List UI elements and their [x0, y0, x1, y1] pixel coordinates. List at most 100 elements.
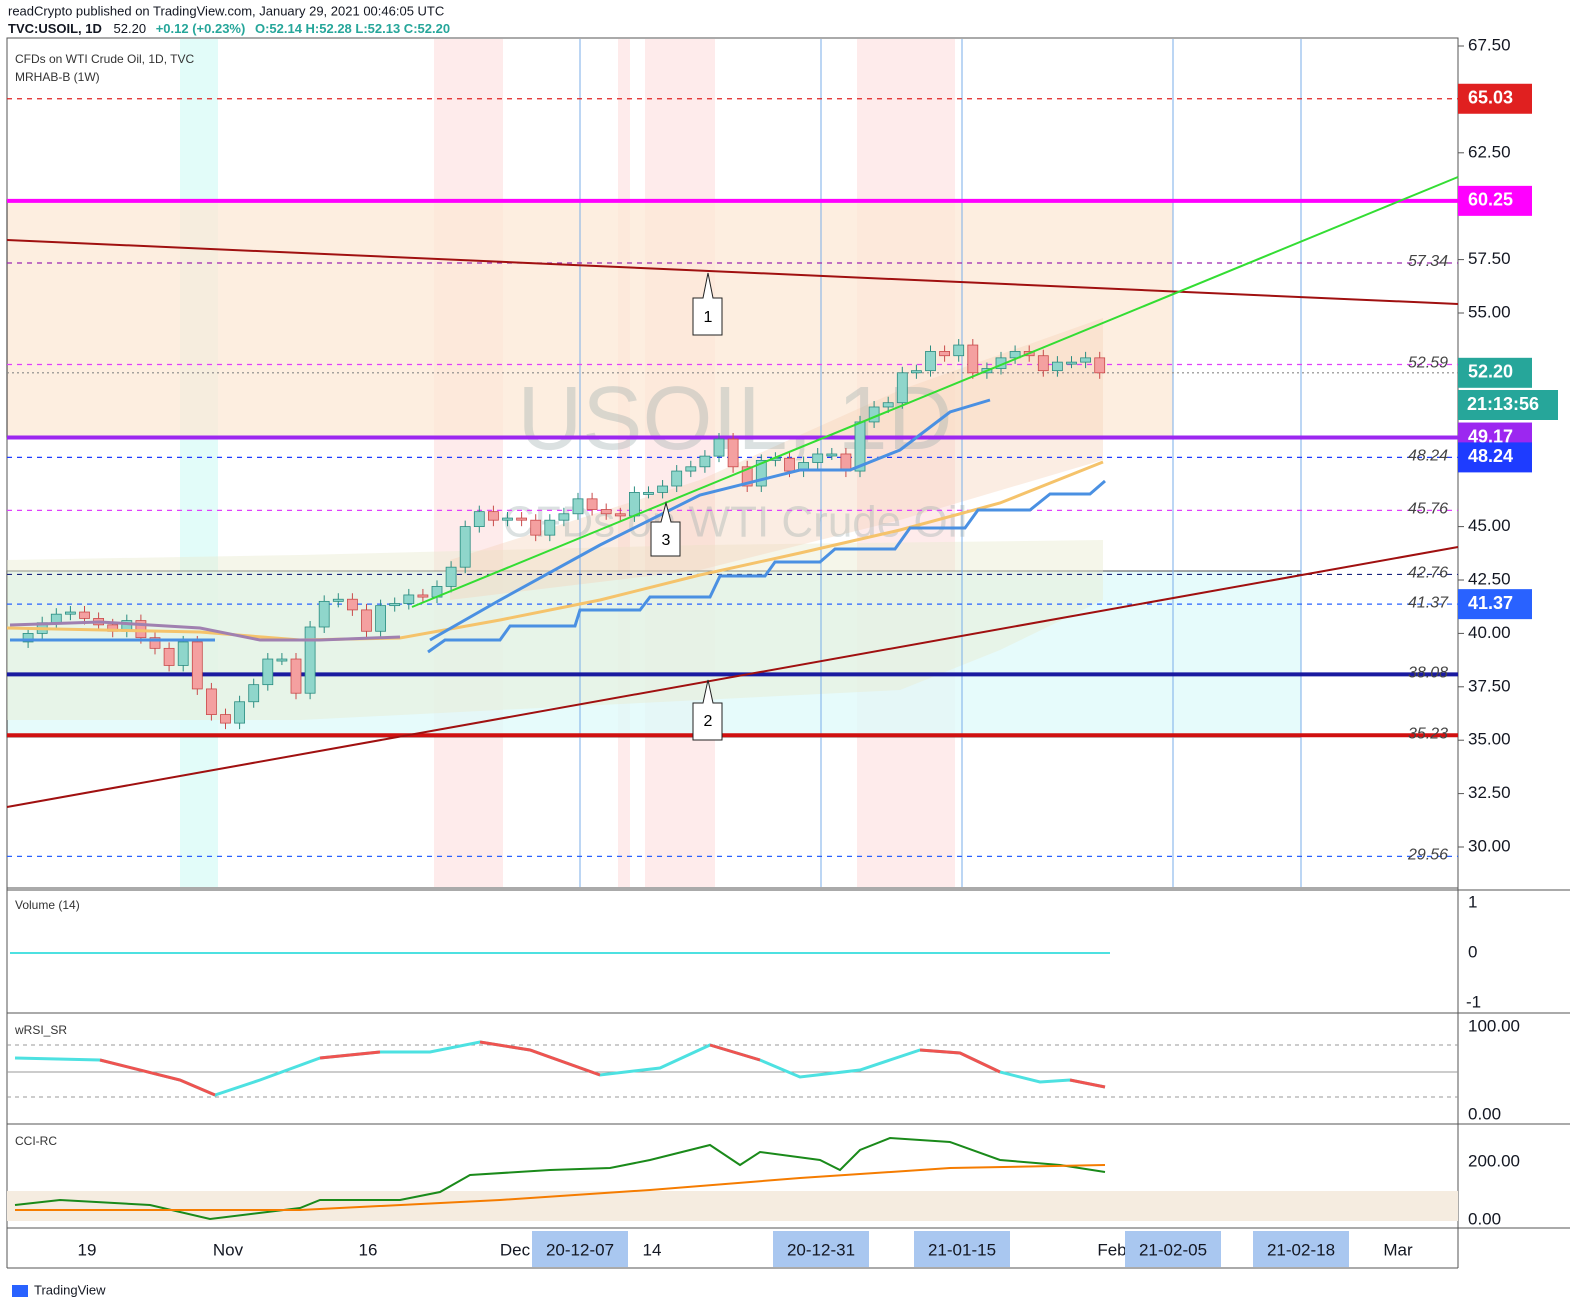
candle: [882, 402, 894, 408]
candle: [487, 511, 499, 521]
price-tag: [1458, 442, 1532, 473]
candle: [304, 626, 316, 694]
candle: [967, 344, 979, 374]
date-highlight: [532, 1231, 628, 1267]
candle: [502, 517, 513, 521]
candle: [600, 509, 612, 515]
trendline: [6, 546, 1459, 808]
candle: [290, 658, 302, 694]
trendline: [6, 239, 1459, 305]
candle: [1094, 357, 1106, 374]
price-tag: [1458, 589, 1532, 620]
candle: [516, 517, 527, 521]
candle: [925, 351, 936, 372]
level-label: 42.76: [1408, 565, 1448, 582]
candle: [727, 438, 739, 468]
level-label: 57.34: [1408, 253, 1448, 270]
candle: [671, 470, 683, 487]
range-box: [6, 199, 1174, 438]
tick-label: 62.50: [1468, 142, 1511, 161]
date-highlight: [914, 1231, 1010, 1267]
tick-label: 100.00: [1468, 1016, 1520, 1035]
candle: [473, 511, 485, 528]
candle: [699, 455, 711, 468]
tick-label: 32.50: [1468, 783, 1511, 802]
candle: [685, 466, 697, 472]
candle: [177, 641, 189, 666]
step-line: [10, 479, 1106, 654]
cci-band: [7, 1191, 1458, 1221]
candle: [1037, 355, 1049, 372]
tick-label: 0.00: [1468, 1209, 1501, 1228]
ohlc: O:52.14 H:52.28 L:52.13 C:52.20: [255, 21, 450, 36]
callout: [650, 501, 681, 557]
candle: [896, 372, 908, 404]
time-label: 16: [359, 1240, 378, 1259]
pane-title: CCI-RC: [15, 1134, 57, 1148]
description: CFDs on WTI Crude Oil, 1D, TVC: [15, 52, 194, 66]
date-label: 21-02-18: [1267, 1240, 1335, 1259]
candle: [629, 492, 640, 517]
change: +0.12 (+0.23%): [156, 21, 246, 36]
candle: [572, 498, 584, 515]
candle: [149, 637, 161, 649]
candle: [205, 688, 217, 715]
candle: [741, 466, 753, 487]
band: [434, 39, 503, 887]
price-tag-label: 41.37: [1468, 593, 1513, 613]
candle: [614, 513, 626, 517]
candle: [1052, 361, 1063, 372]
date-highlight: [1125, 1231, 1221, 1267]
candle: [403, 594, 415, 604]
candle: [826, 453, 838, 457]
candle: [1066, 361, 1077, 365]
price-tag-label: 48.24: [1468, 446, 1513, 466]
price-tag-label: 60.25: [1468, 190, 1513, 210]
candle: [784, 457, 795, 472]
candle: [643, 492, 654, 495]
candle: [530, 519, 542, 536]
tick-label: 35.00: [1468, 730, 1511, 749]
level-label: 41.37: [1408, 594, 1449, 611]
candle: [318, 600, 330, 628]
rsi-plot: [7, 1040, 1458, 1098]
candle: [657, 485, 668, 493]
candle: [346, 598, 358, 611]
shading: [6, 39, 1302, 887]
callout-label: 3: [662, 532, 671, 549]
candle: [361, 609, 372, 632]
band: [857, 39, 955, 887]
candle: [417, 594, 429, 598]
tick-label: 55.00: [1468, 302, 1511, 321]
candle: [276, 658, 288, 662]
pane-title: Volume (14): [15, 898, 80, 912]
date-lines: [579, 39, 1302, 887]
time-label: 14: [643, 1240, 662, 1259]
tick-label: 57.50: [1468, 249, 1511, 268]
tick-label: 1: [1468, 892, 1477, 911]
candle: [755, 459, 767, 487]
candle: [868, 406, 880, 423]
price-tag: [1458, 357, 1532, 388]
date-label: 20-12-31: [787, 1240, 855, 1259]
indicator-name: MRHAB-B (1W): [15, 70, 100, 84]
publish-info: readCrypto published on TradingView.com,…: [8, 3, 444, 18]
price-tag-label: 65.03: [1468, 88, 1513, 108]
candle: [375, 605, 387, 632]
date-label: 21-01-15: [928, 1240, 996, 1259]
watermark-desc: CFDs on WTI Crude Oil: [503, 498, 968, 547]
cci-signal: [15, 1164, 1106, 1211]
band: [180, 39, 218, 887]
level-label: 52.59: [1408, 355, 1448, 372]
candle: [558, 513, 570, 521]
candle: [248, 684, 260, 703]
tick-label: 42.50: [1468, 569, 1511, 588]
moving-average: [429, 398, 991, 642]
candle: [389, 603, 401, 607]
candle: [332, 598, 344, 602]
candle: [953, 344, 965, 357]
time-label: Feb: [1097, 1240, 1126, 1259]
time-label: Nov: [213, 1240, 244, 1259]
candle: [65, 611, 76, 615]
